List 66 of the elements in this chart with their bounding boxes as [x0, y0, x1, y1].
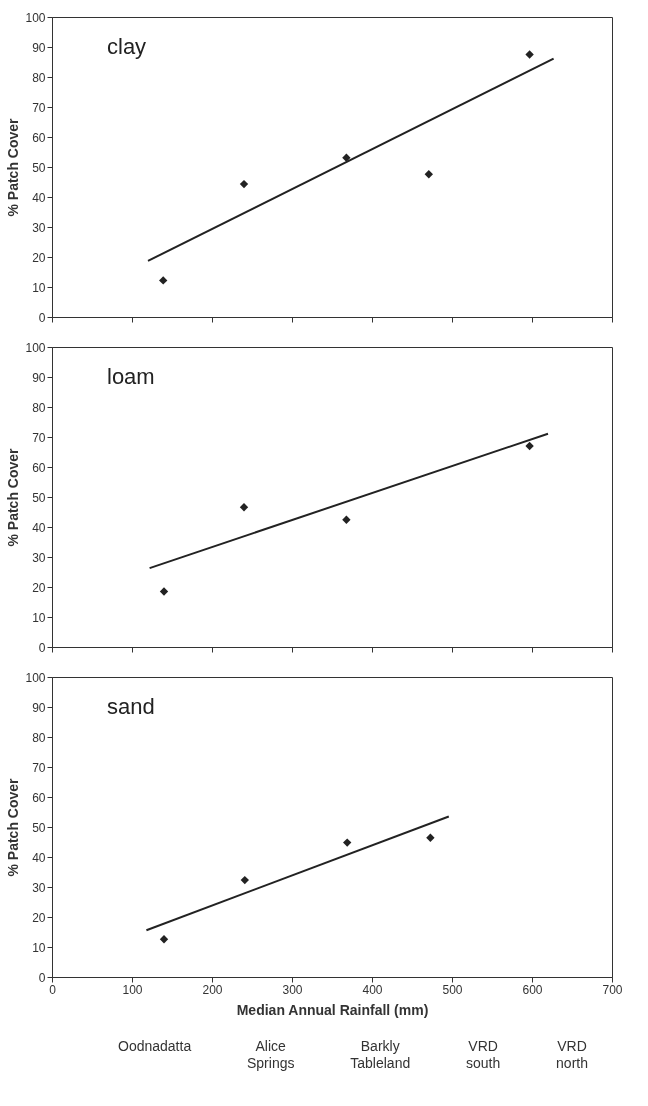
- point: [159, 587, 169, 596]
- y-tick-label: 70: [32, 760, 46, 775]
- point: [525, 441, 534, 451]
- text: VRD south: [466, 1038, 501, 1072]
- y-tick-label: 40: [32, 190, 46, 205]
- y-tick-label: 50: [32, 820, 46, 835]
- y-tick-label: 10: [32, 610, 46, 625]
- y-tick-label: 20: [32, 910, 46, 925]
- x-tick-label: 200: [202, 982, 223, 997]
- x-tick-label: 0: [49, 982, 57, 997]
- y-tick-label: 100: [25, 670, 46, 685]
- y-tick-label: 0: [38, 640, 46, 655]
- y-tick-label: 30: [32, 880, 46, 895]
- y-tick-label: 50: [32, 490, 46, 505]
- y-tick-label: 30: [32, 550, 46, 565]
- y-axis-title: % Patch Cover: [5, 117, 22, 217]
- y-tick-label: 60: [32, 460, 46, 475]
- y-tick-label: 10: [32, 940, 46, 955]
- x-tick-label: 400: [362, 982, 383, 997]
- y-tick-label: 0: [38, 970, 46, 985]
- y-tick-label: 20: [32, 250, 46, 265]
- y-tick-label: 10: [32, 280, 46, 295]
- text: loam: [107, 364, 155, 389]
- y-tick-label: 40: [32, 850, 46, 865]
- y-tick-label: 60: [32, 130, 46, 145]
- point: [240, 875, 249, 885]
- y-tick-label: 70: [32, 430, 46, 445]
- y-tick-label: 30: [32, 220, 46, 235]
- point: [426, 833, 435, 842]
- y-tick-label: 80: [32, 730, 46, 745]
- point: [159, 935, 169, 944]
- y-tick-label: 90: [32, 370, 46, 385]
- text: VRD north: [556, 1038, 588, 1072]
- y-tick-label: 70: [32, 100, 46, 115]
- point: [424, 170, 433, 179]
- text: Oodnadatta: [118, 1038, 192, 1056]
- x-tick-label: 100: [122, 982, 143, 997]
- point: [342, 515, 351, 524]
- y-axis-title: % Patch Cover: [5, 777, 22, 877]
- y-tick-label: 100: [25, 340, 46, 355]
- y-tick-label: 50: [32, 160, 46, 175]
- y-tick-label: 90: [32, 700, 46, 715]
- y-tick-label: 0: [38, 310, 46, 325]
- y-tick-label: 60: [32, 790, 46, 805]
- y-axis-title: % Patch Cover: [5, 447, 22, 547]
- y-tick-label: 20: [32, 580, 46, 595]
- point: [159, 276, 168, 285]
- point: [239, 179, 249, 189]
- x-tick-label: 300: [282, 982, 303, 997]
- point: [342, 153, 351, 162]
- y-tick-label: 80: [32, 400, 46, 415]
- y-tick-label: 40: [32, 520, 46, 535]
- text: Alice Springs: [246, 1038, 295, 1072]
- x-tick-label: 600: [522, 982, 543, 997]
- x-tick-label: 500: [442, 982, 463, 997]
- point: [343, 838, 352, 847]
- y-tick-label: 90: [32, 40, 46, 55]
- text: sand: [107, 694, 155, 719]
- point: [239, 503, 249, 512]
- point: [525, 50, 534, 59]
- text: clay: [107, 34, 147, 59]
- y-tick-label: 80: [32, 70, 46, 85]
- y-tick-label: 100: [25, 10, 46, 25]
- x-axis-title: Median Annual Rainfall (mm): [236, 1001, 429, 1018]
- x-tick-label: 700: [602, 982, 623, 997]
- text: Barkly Tableland: [350, 1038, 411, 1072]
